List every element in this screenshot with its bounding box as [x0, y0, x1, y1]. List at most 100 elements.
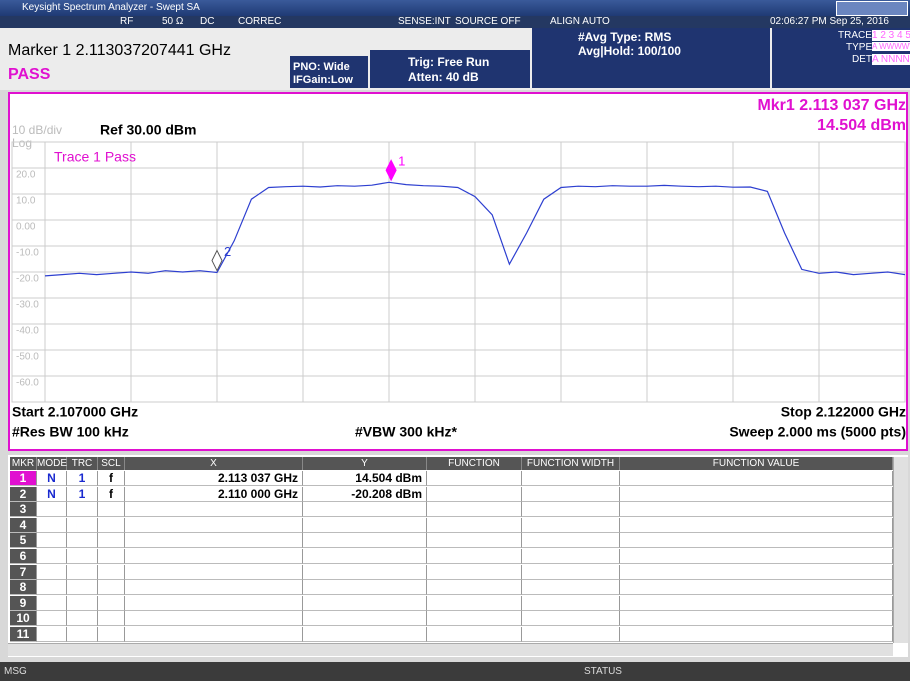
empty-cell — [125, 533, 303, 549]
empty-cell — [522, 486, 620, 502]
marker — [211, 249, 223, 272]
y-tick-label: -40.0 — [16, 326, 39, 337]
empty-cell — [427, 580, 522, 596]
y-tick-label: 10.0 — [16, 196, 36, 207]
table-cell: 14.504 dBm — [303, 471, 427, 486]
det-label: DET — [852, 54, 872, 65]
empty-cell — [125, 549, 303, 564]
table-cell: f — [98, 486, 125, 502]
empty-cell — [620, 517, 893, 533]
empty-cell — [37, 549, 67, 564]
empty-cell — [98, 533, 125, 549]
atten: Atten: 40 dB — [408, 70, 479, 84]
empty-cell — [427, 486, 522, 502]
empty-cell — [303, 549, 427, 564]
y-tick-label: 0.00 — [16, 222, 36, 233]
empty-cell — [37, 564, 67, 580]
ref-level: Ref 30.00 dBm — [100, 122, 196, 138]
table-cell: 1 — [10, 471, 37, 486]
empty-cell — [98, 580, 125, 596]
empty-cell — [522, 595, 620, 611]
table-cell: 5 — [10, 533, 37, 549]
y-tick-label: -10.0 — [16, 248, 39, 259]
column-header: FUNCTION VALUE — [620, 457, 893, 470]
empty-cell — [303, 627, 427, 642]
avg-hold: Avg|Hold: 100/100 — [578, 44, 681, 58]
empty-cell — [98, 627, 125, 642]
empty-cell — [620, 486, 893, 502]
empty-cell — [303, 502, 427, 518]
empty-cell — [125, 595, 303, 611]
table-cell: 2.113 037 GHz — [125, 471, 303, 486]
empty-cell — [37, 595, 67, 611]
empty-cell — [98, 611, 125, 627]
empty-cell — [303, 533, 427, 549]
window-title: Keysight Spectrum Analyzer - Swept SA — [22, 2, 200, 13]
empty-cell — [620, 627, 893, 642]
empty-cell — [98, 502, 125, 518]
avg-type: #Avg Type: RMS — [578, 30, 672, 44]
y-tick-label: -20.0 — [16, 274, 39, 285]
window-buttons[interactable] — [836, 1, 908, 16]
table-cell: 2.110 000 GHz — [125, 486, 303, 502]
empty-cell — [37, 533, 67, 549]
empty-cell — [303, 564, 427, 580]
empty-cell — [427, 564, 522, 580]
empty-cell — [620, 580, 893, 596]
trace-panel: TRACE 1 2 3 4 5 6 TYPE A WWWWW DET A NNN… — [772, 28, 910, 88]
empty-cell — [125, 502, 303, 518]
type-value: A WWWWW — [872, 42, 910, 51]
empty-cell — [620, 549, 893, 564]
column-header: MKR — [10, 457, 37, 470]
empty-cell — [37, 627, 67, 642]
empty-cell — [522, 549, 620, 564]
empty-cell — [37, 580, 67, 596]
empty-cell — [67, 502, 98, 518]
trace-label: TRACE — [838, 30, 872, 41]
column-header: X — [125, 457, 303, 470]
y-tick-label: 20.0 — [16, 170, 36, 181]
empty-cell — [303, 517, 427, 533]
footer: MSG STATUS — [0, 662, 910, 681]
empty-cell — [427, 627, 522, 642]
empty-cell — [67, 595, 98, 611]
limit-status: Trace 1 Pass — [54, 149, 136, 165]
plot-panel: Mkr1 2.113 037 GHz 14.504 dBm 10 dB/div … — [8, 92, 908, 451]
empty-cell — [620, 502, 893, 518]
empty-cell — [427, 549, 522, 564]
sweep: Sweep 2.000 ms (5000 pts) — [729, 424, 906, 440]
empty-cell — [125, 611, 303, 627]
empty-cell — [303, 611, 427, 627]
pno: PNO: Wide — [293, 61, 350, 73]
empty-cell — [67, 627, 98, 642]
empty-cell — [522, 533, 620, 549]
table-cell: 3 — [10, 502, 37, 518]
scale: 10 dB/div — [12, 123, 62, 137]
table-scrollbar[interactable] — [893, 457, 908, 643]
ifgain: IFGain:Low — [293, 74, 353, 86]
empty-cell — [98, 564, 125, 580]
trace — [44, 181, 906, 277]
marker-readout: Marker 1 2.113037207441 GHz — [8, 42, 231, 59]
mkr-readout: Mkr1 2.113 037 GHz — [757, 97, 906, 114]
empty-cell — [620, 471, 893, 486]
table-cell: 10 — [10, 611, 37, 627]
empty-cell — [522, 471, 620, 486]
sense: SENSE:INT — [398, 16, 451, 27]
trace-nums: 1 2 3 4 5 6 — [872, 30, 910, 41]
marker-label: 1 — [398, 154, 405, 169]
table-cell: 8 — [10, 580, 37, 596]
table-cell: 2 — [10, 486, 37, 502]
avg-box: #Avg Type: RMS Avg|Hold: 100/100 — [532, 28, 770, 88]
empty-cell — [620, 533, 893, 549]
empty-cell — [522, 517, 620, 533]
table-hscroll[interactable] — [8, 643, 893, 656]
empty-cell — [67, 580, 98, 596]
impedance: 50 Ω — [162, 16, 184, 27]
rf: RF — [120, 16, 134, 27]
empty-cell — [303, 595, 427, 611]
empty-cell — [522, 502, 620, 518]
coupling: DC — [200, 16, 215, 27]
column-header: TRC — [67, 457, 98, 470]
